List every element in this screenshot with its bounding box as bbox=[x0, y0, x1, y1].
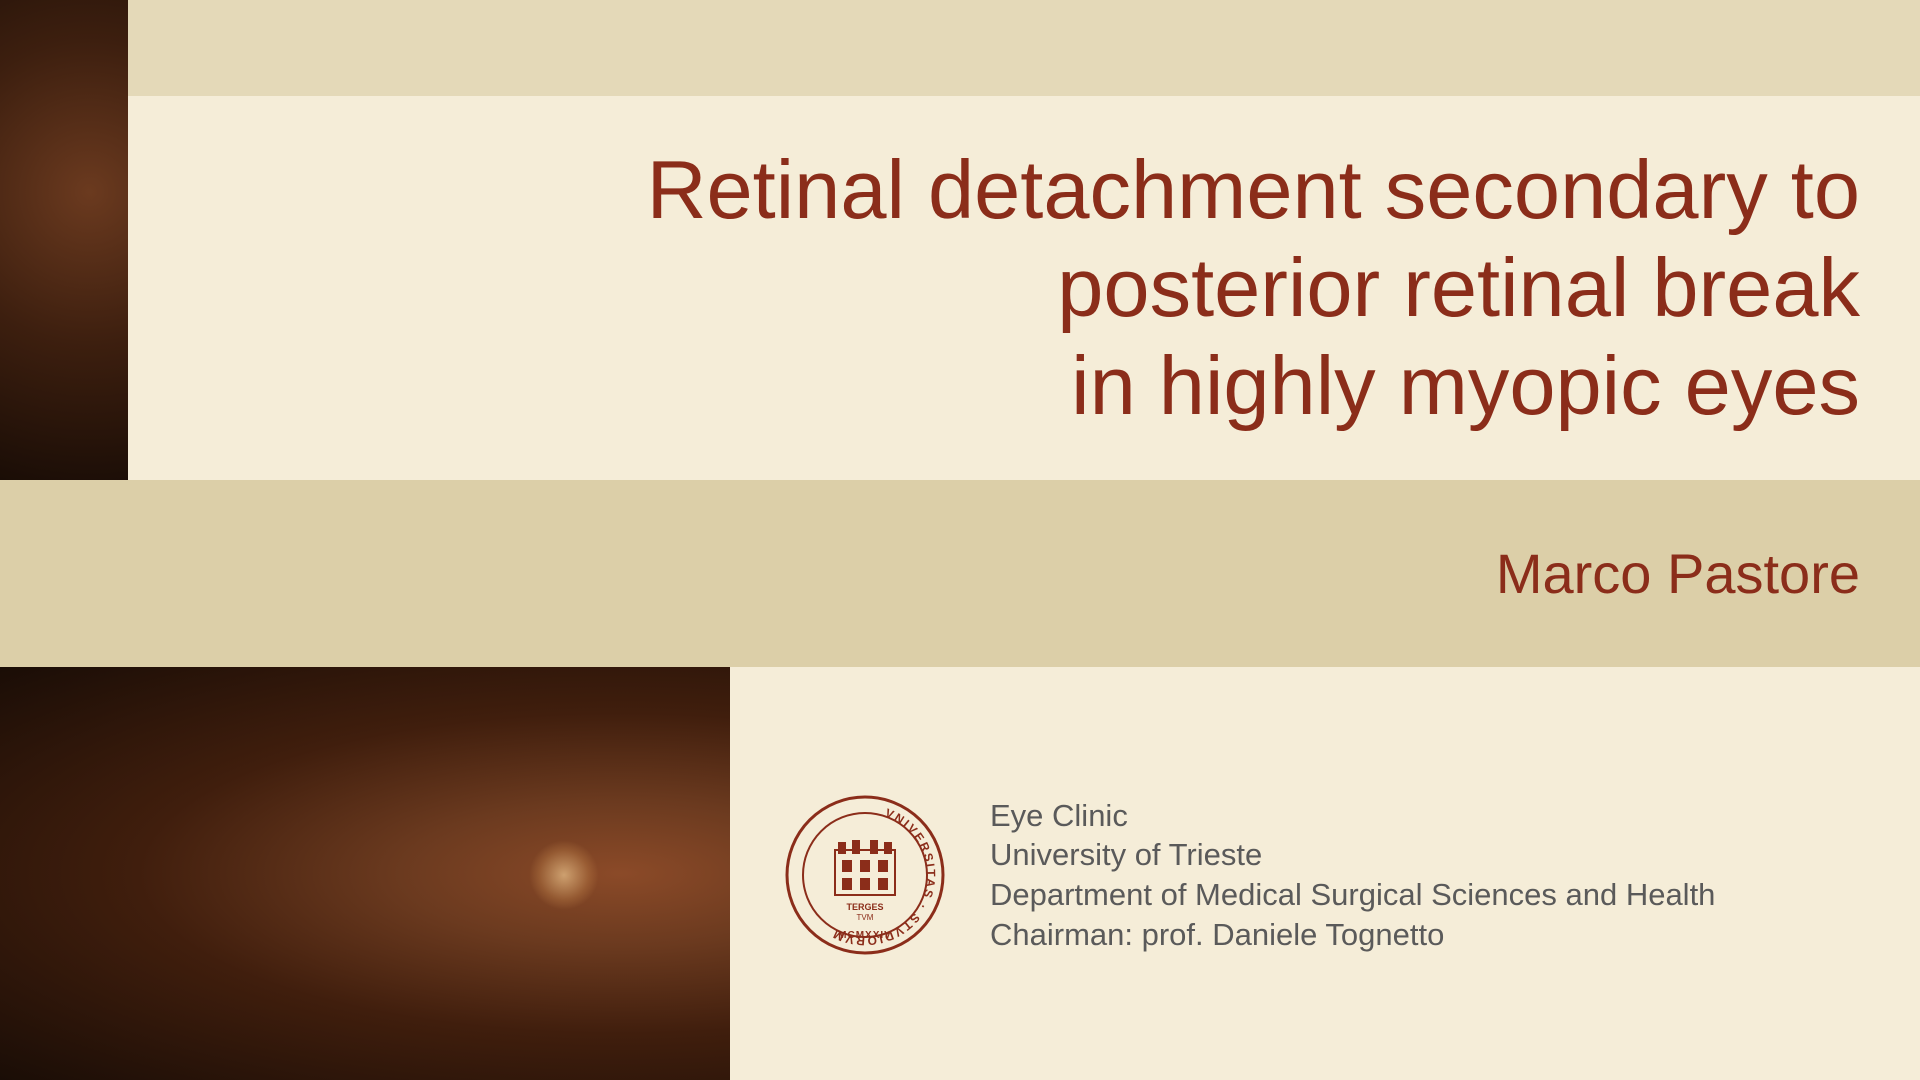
university-logo: VNIVERSITAS · STVDIORVM TERGES TVM MCMXX… bbox=[780, 790, 950, 960]
title-section: Retinal detachment secondary to posterio… bbox=[128, 96, 1920, 480]
author-name: Marco Pastore bbox=[1496, 541, 1860, 606]
svg-text:TERGES: TERGES bbox=[846, 902, 883, 912]
affiliation-block: VNIVERSITAS · STVDIORVM TERGES TVM MCMXX… bbox=[780, 790, 1715, 960]
title-line-1: Retinal detachment secondary to bbox=[647, 143, 1860, 236]
svg-text:TVM: TVM bbox=[857, 913, 874, 922]
affiliation-line-4: Chairman: prof. Daniele Tognetto bbox=[990, 915, 1715, 955]
title-line-2: posterior retinal break bbox=[1057, 241, 1860, 334]
svg-text:MCMXXIV: MCMXXIV bbox=[838, 930, 892, 941]
retina-image-top-left bbox=[0, 0, 128, 480]
slide-title: Retinal detachment secondary to posterio… bbox=[647, 141, 1860, 435]
retina-image-bottom-left bbox=[0, 667, 730, 1080]
top-accent-bar bbox=[128, 0, 1920, 96]
title-line-3: in highly myopic eyes bbox=[1071, 339, 1860, 432]
affiliation-line-2: University of Trieste bbox=[990, 835, 1715, 875]
affiliation-line-1: Eye Clinic bbox=[990, 796, 1715, 836]
affiliation-line-3: Department of Medical Surgical Sciences … bbox=[990, 875, 1715, 915]
affiliation-text: Eye Clinic University of Trieste Departm… bbox=[990, 796, 1715, 955]
author-band: Marco Pastore bbox=[0, 480, 1920, 667]
